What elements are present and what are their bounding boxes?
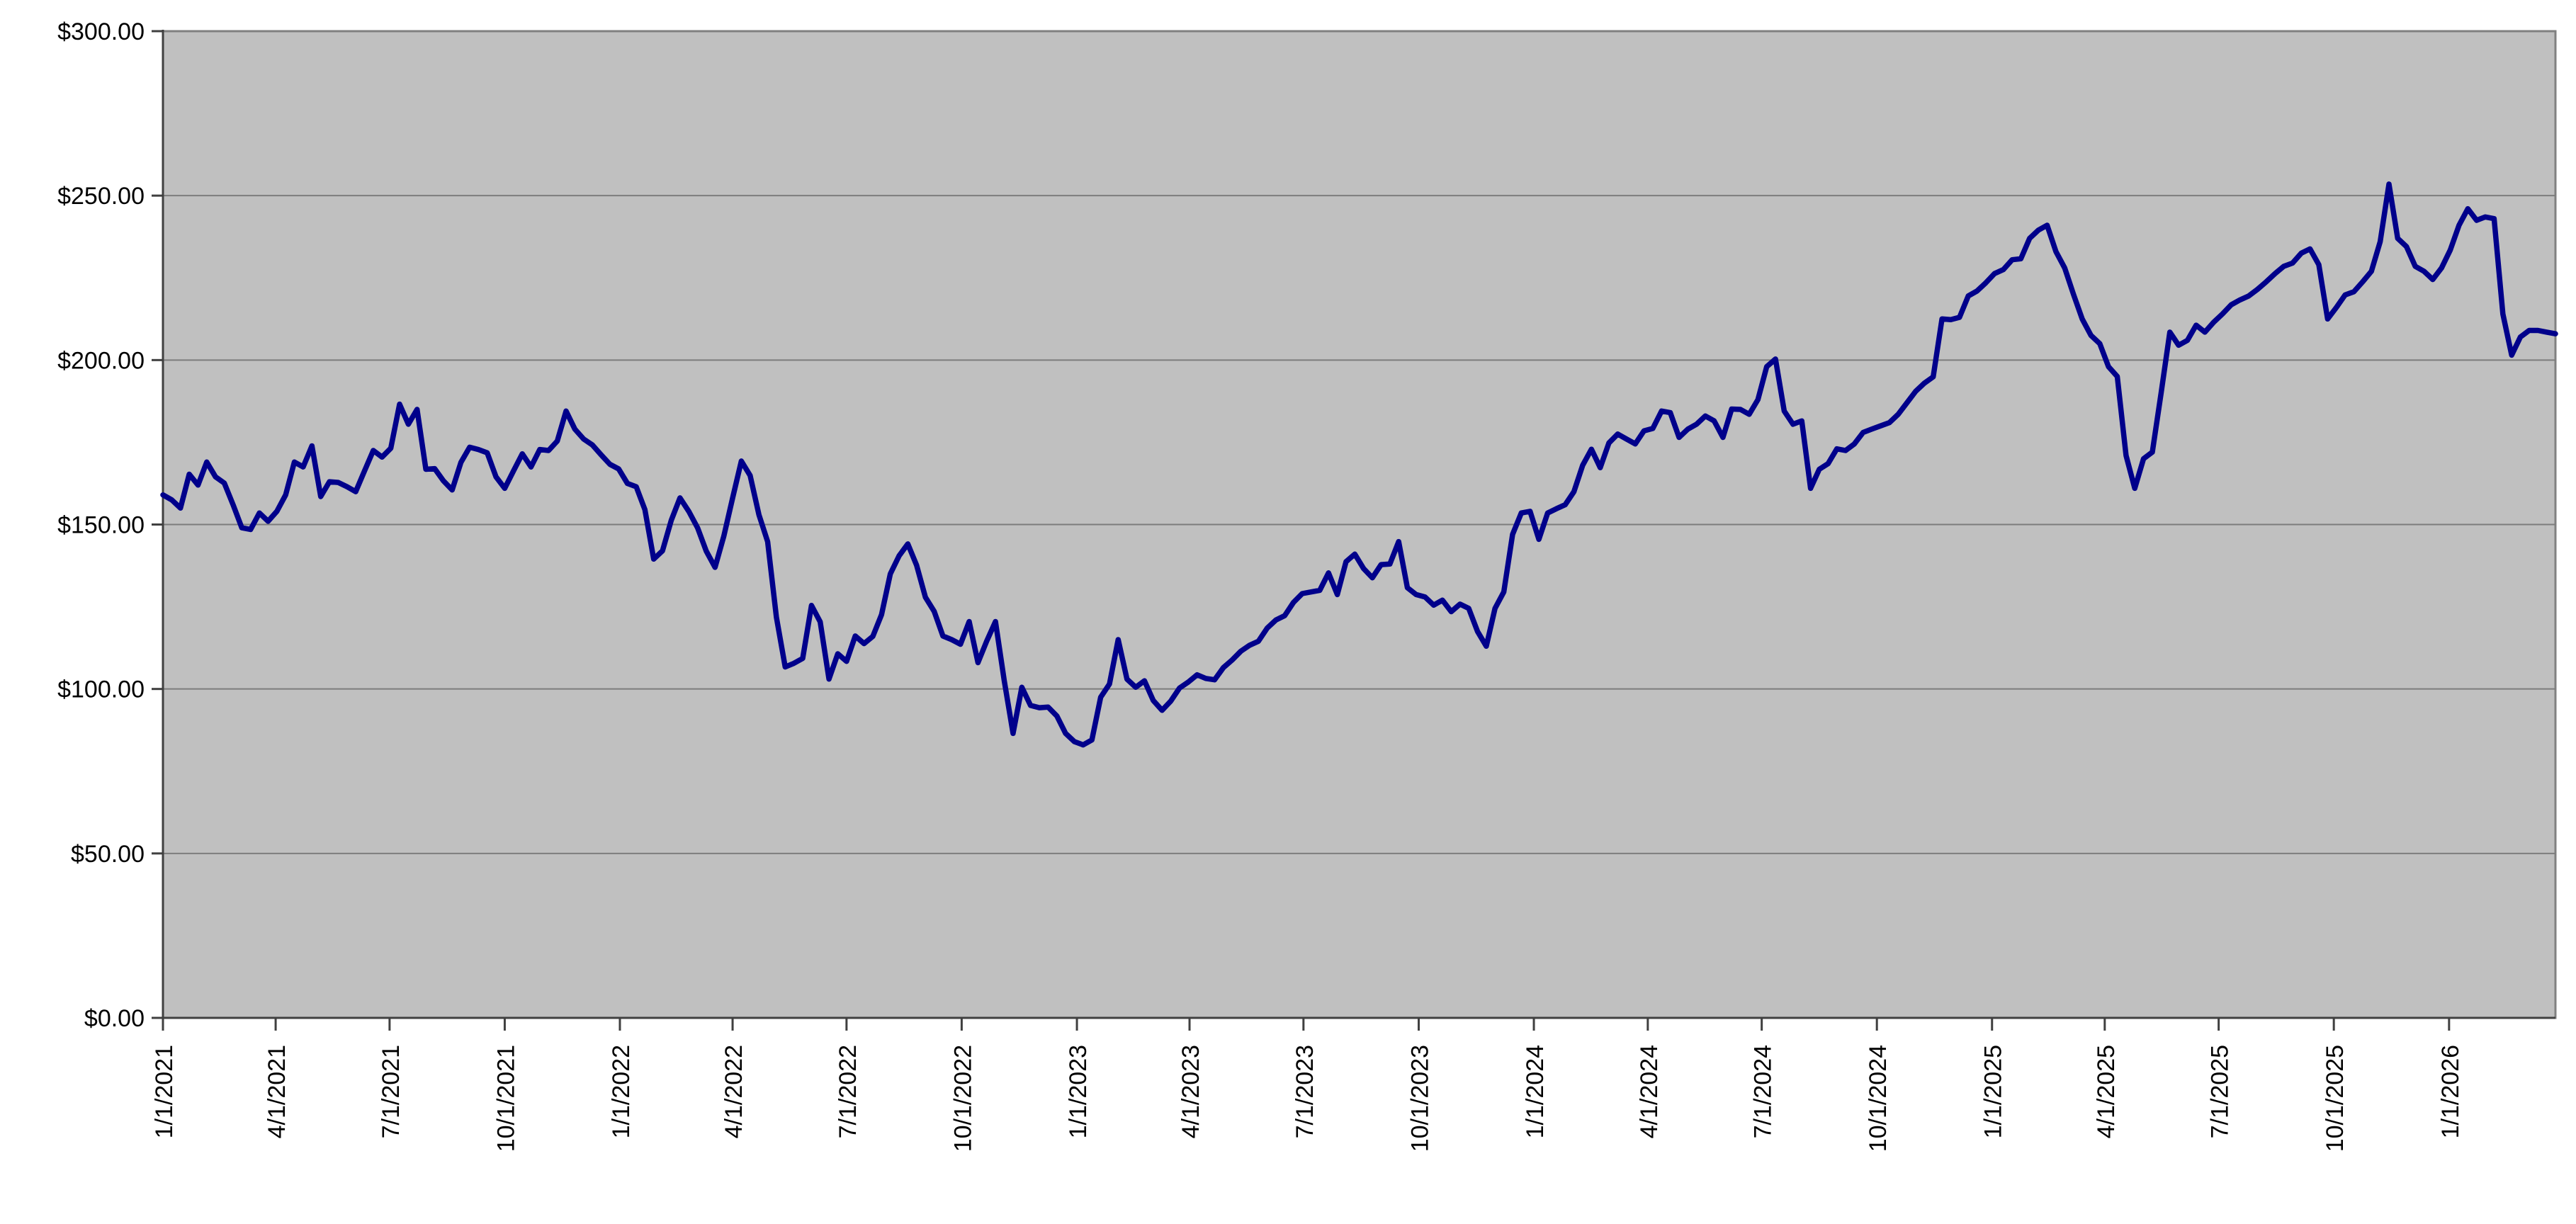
y-tick-label: $50.00 — [71, 841, 145, 868]
price-line — [160, 181, 2558, 748]
x-tick-label: 7/1/2021 — [378, 1045, 405, 1138]
x-tick-label: 7/1/2024 — [1750, 1045, 1777, 1138]
x-tick-label: 10/1/2025 — [2322, 1045, 2349, 1152]
x-tick-label: 1/1/2022 — [608, 1045, 635, 1138]
y-tick-label: $100.00 — [57, 676, 145, 703]
x-tick-label: 1/1/2026 — [2437, 1045, 2464, 1138]
x-tick-label: 1/1/2024 — [1522, 1045, 1549, 1138]
price-line-series — [160, 181, 2558, 748]
x-tick-label: 4/1/2023 — [1177, 1045, 1204, 1138]
x-tick-label: 1/1/2025 — [1980, 1045, 2007, 1138]
y-tick-label: $250.00 — [57, 183, 145, 210]
x-tick-label: 10/1/2021 — [492, 1045, 519, 1152]
y-tick-label: $0.00 — [84, 1005, 145, 1032]
x-tick-label: 4/1/2024 — [1636, 1045, 1663, 1138]
x-tick-label: 1/1/2023 — [1065, 1045, 1092, 1138]
x-tick-label: 7/1/2025 — [2207, 1045, 2234, 1138]
x-tick-label: 10/1/2023 — [1406, 1045, 1433, 1152]
x-tick-label: 10/1/2024 — [1865, 1045, 1892, 1152]
x-tick-label: 1/1/2021 — [151, 1045, 178, 1138]
gridlines — [163, 195, 2555, 854]
y-axis-labels: $0.00 $50.00 $100.00 $150.00 $200.00 $250.00 $… — [57, 18, 145, 1032]
x-axis-labels: 1/1/2021 4/1/2021 7/1/2021 10/1/2021 1/1/202… — [151, 1045, 2464, 1152]
y-tick-label: $300.00 — [57, 18, 145, 45]
x-tick-label: 4/1/2021 — [264, 1045, 290, 1138]
axes — [152, 30, 2555, 1031]
x-tick-label: 4/1/2022 — [721, 1045, 747, 1138]
y-tick-label: $150.00 — [57, 512, 145, 539]
y-tick-label: $200.00 — [57, 347, 145, 374]
x-tick-label: 7/1/2023 — [1292, 1045, 1318, 1138]
x-tick-label: 4/1/2025 — [2093, 1045, 2120, 1138]
x-tick-label: 7/1/2022 — [835, 1045, 862, 1138]
x-tick-label: 10/1/2022 — [949, 1045, 976, 1152]
